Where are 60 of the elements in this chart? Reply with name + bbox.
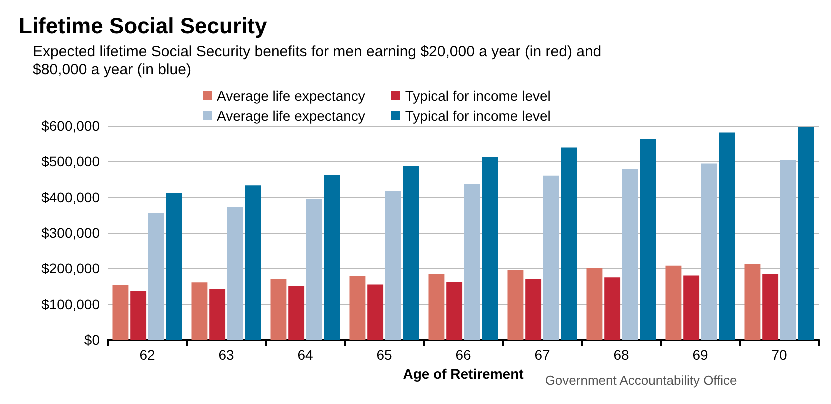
bar xyxy=(403,166,420,340)
x-tick-label: 64 xyxy=(298,347,314,363)
bar xyxy=(446,282,463,340)
bar xyxy=(526,279,542,340)
bar xyxy=(192,282,208,340)
bar xyxy=(112,285,129,340)
y-tick-label: $600,000 xyxy=(42,118,100,134)
bar xyxy=(762,274,779,340)
bar xyxy=(464,184,480,340)
bar xyxy=(385,191,402,340)
bar xyxy=(482,157,498,340)
bar xyxy=(684,276,700,340)
bar xyxy=(508,270,524,340)
y-tick-label: $500,000 xyxy=(42,154,100,170)
bar xyxy=(701,164,718,340)
x-tick-label: 63 xyxy=(218,347,234,363)
bar xyxy=(227,207,244,340)
bar xyxy=(166,193,182,340)
legend-label: Average life expectancy xyxy=(217,88,366,104)
bar xyxy=(368,284,384,340)
x-tick-label: 62 xyxy=(140,347,156,363)
bar xyxy=(210,289,226,340)
x-axis-title: Age of Retirement xyxy=(403,366,524,382)
chart-subtitle: Expected lifetime Social Security benefits for men earning $20,000 a year (in red) and $80,000 a year (in blue) xyxy=(33,44,602,78)
y-tick-label: $100,000 xyxy=(42,296,100,312)
bar xyxy=(306,199,322,340)
chart-title: Lifetime Social Security xyxy=(19,14,268,38)
bar xyxy=(798,127,814,340)
y-tick-label: $400,000 xyxy=(42,189,100,206)
bar xyxy=(640,139,656,340)
x-tick-label: 68 xyxy=(614,347,630,363)
x-tick-label: 65 xyxy=(376,347,392,363)
bar xyxy=(780,160,796,340)
bar xyxy=(148,213,164,340)
y-tick-label: $0 xyxy=(84,332,100,348)
bar xyxy=(130,291,147,340)
bar xyxy=(604,278,621,340)
bar xyxy=(561,148,578,340)
x-tick-label: 66 xyxy=(456,347,472,363)
x-tick-label: 70 xyxy=(772,347,788,363)
bar xyxy=(666,266,682,340)
x-tick-label: 69 xyxy=(692,347,708,363)
bar xyxy=(245,186,262,340)
legend-label: Typical for income level xyxy=(405,108,551,124)
legend-label: Typical for income level xyxy=(405,88,551,104)
legend-label: Average life expectancy xyxy=(217,108,366,124)
y-tick-label: $300,000 xyxy=(42,225,100,241)
text: Government Accountability Office xyxy=(545,373,738,388)
bar xyxy=(350,276,366,340)
bar xyxy=(744,264,761,340)
bar xyxy=(719,132,736,340)
bar xyxy=(622,170,638,340)
bar xyxy=(324,175,340,340)
bar xyxy=(543,176,560,340)
bar xyxy=(270,279,287,340)
bar xyxy=(288,286,305,340)
bar xyxy=(428,274,445,340)
y-tick-label: $200,000 xyxy=(42,260,100,277)
bar xyxy=(586,268,603,340)
x-tick-label: 67 xyxy=(534,347,550,363)
